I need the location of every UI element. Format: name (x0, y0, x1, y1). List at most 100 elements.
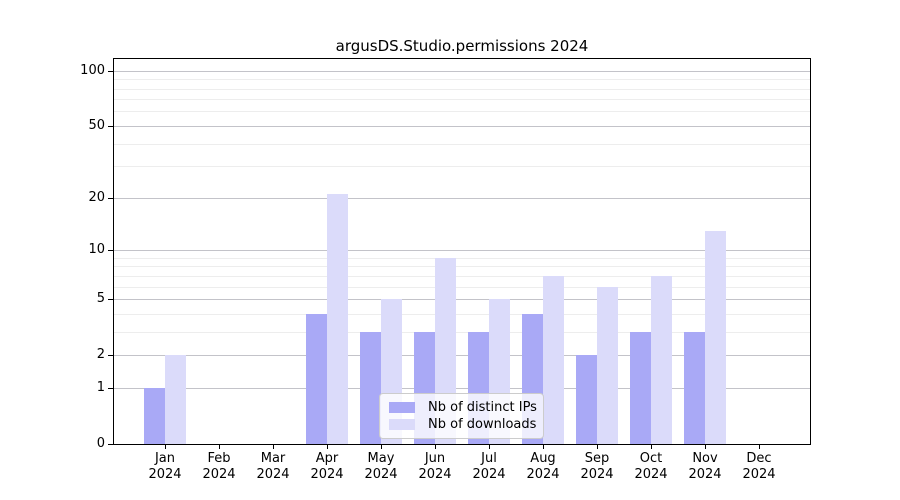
x-tick-month: Sep (584, 451, 610, 466)
y-tick-label: 0 (96, 436, 105, 451)
bar-distinct-ips (144, 388, 165, 444)
gridline-major (114, 198, 810, 199)
x-tick-month: Nov (692, 451, 718, 466)
x-tick-label: Oct 2024 (611, 451, 691, 483)
x-tick-mark (435, 445, 436, 449)
x-tick-mark (165, 445, 166, 449)
x-tick-year: 2024 (256, 467, 290, 482)
gridline-minor (114, 287, 810, 288)
x-tick-month: Jan (154, 451, 176, 466)
x-tick-label: May 2024 (341, 451, 421, 483)
x-tick-year: 2024 (310, 467, 344, 482)
plot-area (113, 58, 811, 445)
x-tick-year: 2024 (580, 467, 614, 482)
y-tick-mark (108, 444, 113, 445)
legend-item-downloads: Nb of downloads (389, 416, 543, 433)
x-tick-label: Jan 2024 (125, 451, 205, 483)
legend-label-downloads: Nb of downloads (428, 416, 537, 432)
x-tick-year: 2024 (634, 467, 668, 482)
x-tick-month: Oct (639, 451, 663, 466)
y-tick-mark (108, 388, 113, 389)
y-tick-label: 100 (80, 63, 105, 78)
gridline-minor (114, 276, 810, 277)
x-tick-month: Feb (207, 451, 231, 466)
y-tick-mark (108, 71, 113, 72)
x-tick-label: Dec 2024 (719, 451, 799, 483)
x-tick-year: 2024 (202, 467, 236, 482)
bar-downloads (651, 276, 672, 444)
x-tick-label: Feb 2024 (179, 451, 259, 483)
y-tick-mark (108, 355, 113, 356)
legend-label-distinct-ips: Nb of distinct IPs (428, 399, 537, 415)
x-tick-month: May (367, 451, 395, 466)
x-tick-month: Jul (481, 451, 497, 466)
x-tick-mark (219, 445, 220, 449)
bar-downloads (327, 194, 348, 444)
x-tick-label: Nov 2024 (665, 451, 745, 483)
gridline-major (114, 355, 810, 356)
legend-swatch-downloads (389, 419, 415, 430)
bar-downloads (165, 355, 186, 444)
x-tick-month: Jun (424, 451, 446, 466)
y-tick-label: 1 (96, 380, 105, 395)
bar-downloads (597, 287, 618, 444)
x-tick-label: Apr 2024 (287, 451, 367, 483)
x-tick-mark (273, 445, 274, 449)
x-tick-mark (543, 445, 544, 449)
gridline-minor (114, 332, 810, 333)
x-tick-year: 2024 (148, 467, 182, 482)
legend-item-distinct-ips: Nb of distinct IPs (389, 399, 543, 416)
x-tick-month: Dec (746, 451, 772, 466)
gridline-major (114, 250, 810, 251)
x-tick-year: 2024 (418, 467, 452, 482)
legend: Nb of distinct IPs Nb of downloads (379, 393, 544, 439)
x-tick-year: 2024 (364, 467, 398, 482)
x-tick-mark (327, 445, 328, 449)
gridline-major (114, 126, 810, 127)
y-tick-label: 2 (96, 347, 105, 362)
y-tick-label: 50 (88, 118, 105, 133)
gridline-major (114, 71, 810, 72)
bar-downloads (705, 231, 726, 444)
x-tick-year: 2024 (742, 467, 776, 482)
x-tick-mark (381, 445, 382, 449)
bar-distinct-ips (630, 332, 651, 444)
gridline-minor (114, 79, 810, 80)
chart-title: argusDS.Studio.permissions 2024 (335, 37, 589, 55)
x-tick-label: Sep 2024 (557, 451, 637, 483)
x-tick-month: Aug (530, 451, 556, 466)
x-tick-label: Jul 2024 (449, 451, 529, 483)
y-tick-mark (108, 250, 113, 251)
x-tick-label: Mar 2024 (233, 451, 313, 483)
gridline-minor (114, 89, 810, 90)
x-tick-month: Apr (315, 451, 339, 466)
x-tick-label: Aug 2024 (503, 451, 583, 483)
bar-distinct-ips (360, 332, 381, 444)
legend-swatch-distinct-ips (389, 402, 415, 413)
x-tick-year: 2024 (472, 467, 506, 482)
gridline-minor (114, 314, 810, 315)
bar-distinct-ips (306, 314, 327, 444)
y-tick-mark (108, 126, 113, 127)
y-tick-mark (108, 299, 113, 300)
bar-distinct-ips (576, 355, 597, 444)
gridline-minor (114, 99, 810, 100)
x-tick-mark (759, 445, 760, 449)
x-tick-mark (705, 445, 706, 449)
x-tick-month: Mar (260, 451, 286, 466)
x-tick-label: Jun 2024 (395, 451, 475, 483)
y-tick-label: 20 (88, 190, 105, 205)
bar-downloads (543, 276, 564, 444)
x-tick-mark (597, 445, 598, 449)
gridline-minor (114, 166, 810, 167)
gridline-major (114, 388, 810, 389)
gridline-minor (114, 111, 810, 112)
gridline-minor (114, 266, 810, 267)
bar-distinct-ips (684, 332, 705, 444)
x-tick-mark (489, 445, 490, 449)
x-tick-mark (651, 445, 652, 449)
y-tick-label: 5 (96, 291, 105, 306)
y-tick-mark (108, 198, 113, 199)
gridline-major (114, 299, 810, 300)
